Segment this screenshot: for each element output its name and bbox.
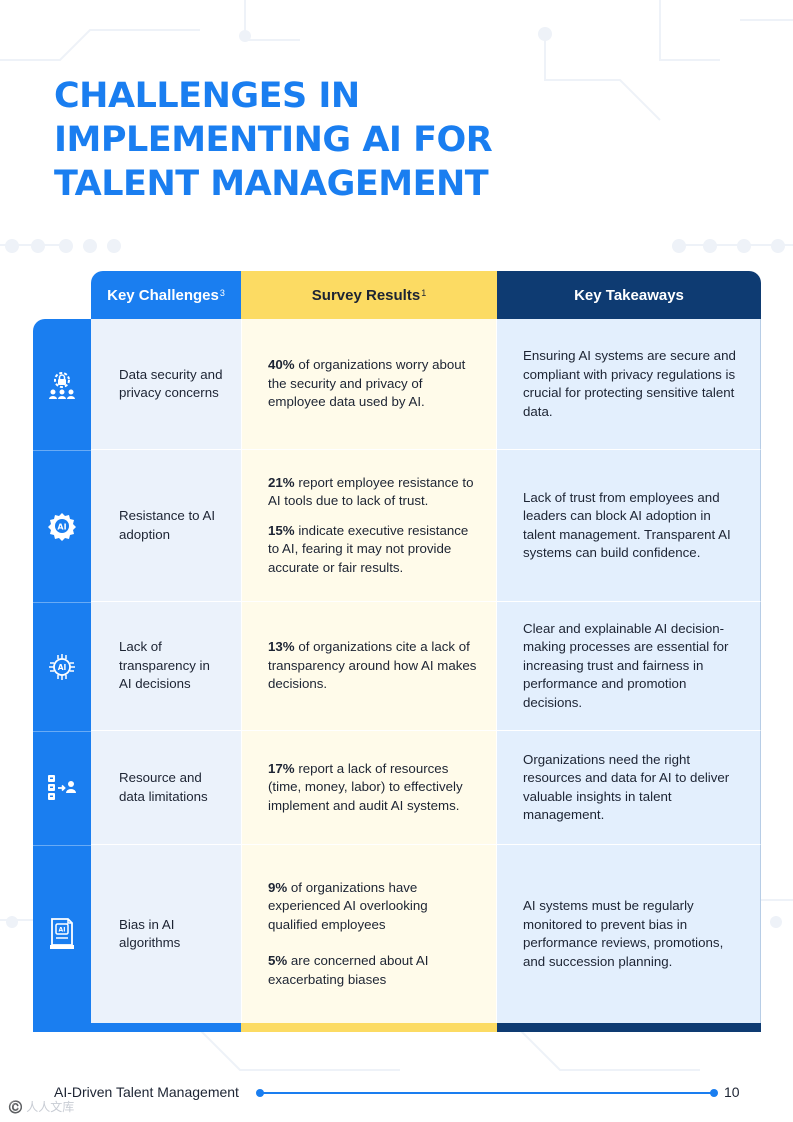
svg-text:AI: AI <box>58 663 67 672</box>
challenge-cell: Lack of transparency in AI decisions <box>91 602 241 731</box>
footnote-ref-3: 3 <box>219 288 225 298</box>
header-key-takeaways-label: Key Takeaways <box>574 286 684 304</box>
survey-stat: 15% indicate executive resistance to AI,… <box>268 522 478 578</box>
takeaway-cell: Ensuring AI systems are secure and compl… <box>497 319 761 450</box>
header-key-challenges: Key Challenges 3 <box>91 271 241 327</box>
survey-text: report employee resistance to AI tools d… <box>268 474 474 509</box>
survey-percent: 5% <box>268 953 288 969</box>
survey-stat: 5% are concerned about AI exacerbating b… <box>268 952 478 989</box>
table-row: AI Resistance to AI adoption 21% report … <box>33 450 761 603</box>
challenge-text: Resistance to AI adoption <box>119 508 216 542</box>
survey-percent: 40% <box>268 357 295 373</box>
challenge-text: Lack of transparency in AI decisions <box>119 639 210 692</box>
bottom-bar-yellow <box>241 1023 497 1032</box>
takeaway-cell: Lack of trust from employees and leaders… <box>497 450 761 602</box>
survey-stat: 40% of organizations worry about the sec… <box>268 356 478 412</box>
takeaway-text: Organizations need the right resources a… <box>523 751 730 823</box>
survey-percent: 13% <box>268 639 295 655</box>
challenge-text: Bias in AI algorithms <box>119 916 181 951</box>
survey-text: of organizations worry about the securit… <box>268 357 466 410</box>
title-line-1: CHALLENGES IN <box>54 76 360 116</box>
survey-percent: 21% <box>268 474 295 490</box>
challenge-cell: Resistance to AI adoption <box>91 450 241 602</box>
survey-percent: 9% <box>268 879 288 895</box>
svg-text:AI: AI <box>59 927 66 934</box>
challenge-text: Data security and privacy concerns <box>119 366 223 401</box>
resources-icon <box>48 775 76 800</box>
takeaway-cell: AI systems must be regularly monitored t… <box>497 845 761 1023</box>
challenge-cell: Data security and privacy concerns <box>91 319 241 450</box>
takeaway-cell: Clear and explainable AI decision-making… <box>497 602 761 731</box>
survey-percent: 17% <box>268 760 295 776</box>
takeaway-text: Clear and explainable AI decision-making… <box>523 620 729 710</box>
header-key-challenges-label: Key Challenges <box>107 286 219 304</box>
challenge-text: Resource and data limitations <box>119 770 208 804</box>
survey-cell: 21% report employee resistance to AI too… <box>241 450 497 602</box>
bottom-bar-blue <box>91 1023 241 1032</box>
footer-dot-left <box>256 1089 264 1097</box>
table-row: AI Bias in AI algorithms 9% of organizat… <box>33 845 761 1023</box>
takeaway-cell: Organizations need the right resources a… <box>497 731 761 845</box>
bottom-bar-navy <box>497 1023 761 1032</box>
survey-stat: 21% report employee resistance to AI too… <box>268 474 478 511</box>
ai-gear-icon: AI <box>48 513 76 541</box>
survey-cell: 13% of organizations cite a lack of tran… <box>241 602 497 731</box>
footer-dot-right <box>710 1089 718 1097</box>
survey-percent: 15% <box>268 522 295 538</box>
survey-stat: 13% of organizations cite a lack of tran… <box>268 638 478 694</box>
page-number: 10 <box>724 1084 740 1100</box>
title-line-2: IMPLEMENTING AI FOR <box>54 120 493 160</box>
header-survey-results: Survey Results 1 <box>241 271 497 327</box>
footnote-ref-1: 1 <box>421 288 427 298</box>
takeaway-text: Ensuring AI systems are secure and compl… <box>523 348 736 419</box>
watermark: ©️ 人人文库 <box>8 1100 75 1114</box>
svg-text:AI: AI <box>57 523 66 532</box>
header-survey-results-label: Survey Results <box>311 286 421 304</box>
takeaway-text: Lack of trust from employees and leaders… <box>523 489 731 561</box>
survey-cell: 9% of organizations have experienced AI … <box>241 845 497 1023</box>
row-icon-cell: AI <box>33 845 91 1023</box>
data-security-icon <box>49 371 75 399</box>
survey-text: report a lack of resources (time, money,… <box>268 760 463 813</box>
survey-stat: 9% of organizations have experienced AI … <box>268 879 478 935</box>
footer-divider <box>258 1092 714 1094</box>
footer-title: AI-Driven Talent Management <box>54 1084 239 1100</box>
title-line-3: TALENT MANAGEMENT <box>54 164 489 204</box>
survey-text: of organizations cite a lack of transpar… <box>268 639 477 692</box>
page-title: CHALLENGES IN IMPLEMENTING AI FOR TALENT… <box>54 74 574 206</box>
challenges-table: Key Challenges 3 Survey Results 1 Key Take… <box>33 271 761 1033</box>
row-icon-cell <box>33 319 91 451</box>
table-row: Data security and privacy concerns 40% o… <box>33 319 761 451</box>
ai-chip-icon: AI <box>49 653 75 680</box>
challenge-cell: Resource and data limitations <box>91 731 241 845</box>
row-icon-cell <box>33 731 91 846</box>
challenge-cell: Bias in AI algorithms <box>91 845 241 1023</box>
survey-cell: 40% of organizations worry about the sec… <box>241 319 497 450</box>
survey-cell: 17% report a lack of resources (time, mo… <box>241 731 497 845</box>
survey-text: of organizations have experienced AI ove… <box>268 879 428 932</box>
survey-stat: 17% report a lack of resources (time, mo… <box>268 760 478 816</box>
table-row: Resource and data limitations 17% report… <box>33 731 761 846</box>
survey-text: indicate executive resistance to AI, fea… <box>268 522 469 575</box>
survey-text: are concerned about AI exacerbating bias… <box>268 953 429 987</box>
ai-document-icon: AI <box>50 918 74 949</box>
row-icon-cell: AI <box>33 450 91 603</box>
takeaway-text: AI systems must be regularly monitored t… <box>523 898 724 969</box>
table-row: AI Lack of transparency in AI decisions … <box>33 602 761 732</box>
header-key-takeaways: Key Takeaways <box>497 271 761 327</box>
row-icon-cell: AI <box>33 602 91 732</box>
